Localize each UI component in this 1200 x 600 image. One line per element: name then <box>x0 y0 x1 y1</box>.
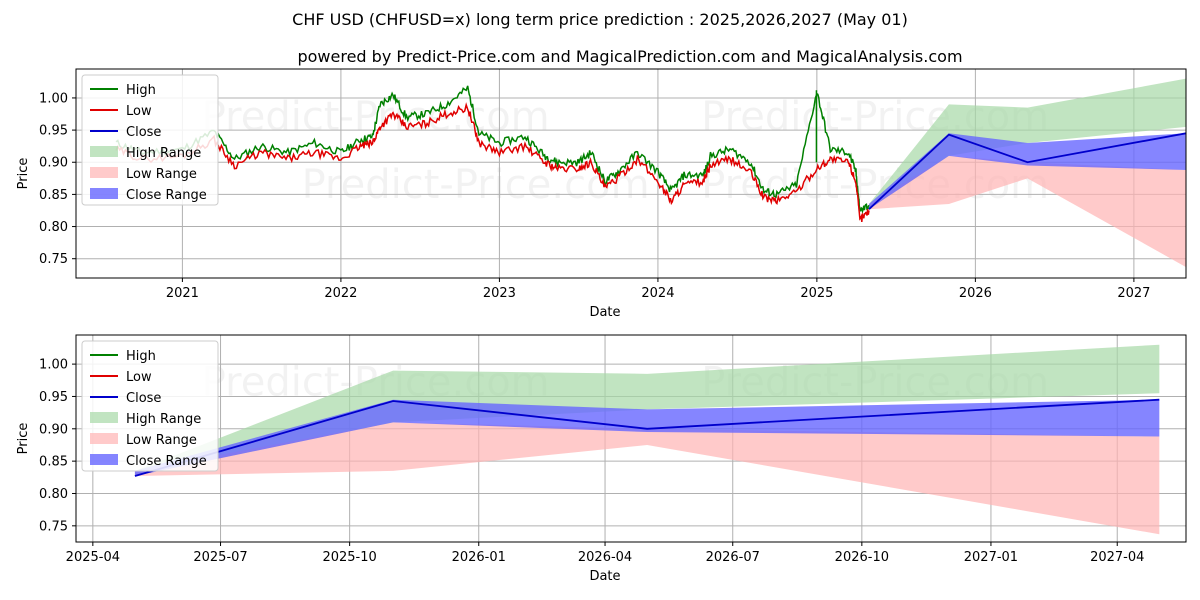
plot-area <box>115 78 1186 268</box>
legend-label: Close <box>126 125 161 140</box>
y-tick-label: 0.75 <box>39 519 68 534</box>
watermark-text: Predict-Price.com <box>202 94 550 140</box>
x-tick-label: 2025 <box>800 286 833 301</box>
axes-frame <box>75 68 1187 279</box>
y-tick-label: 1.00 <box>39 91 68 106</box>
bottom-panel: Predict-Price.comPredict-Price.com2025-0… <box>16 334 1187 584</box>
legend-swatch <box>90 146 118 157</box>
x-tick-label: 2025-07 <box>193 550 247 565</box>
legend-label: Low <box>126 370 152 385</box>
y-tick-label: 0.75 <box>39 252 68 267</box>
high-range-band <box>134 344 1160 477</box>
x-tick-label: 2027-04 <box>1090 550 1144 565</box>
y-tick-label: 0.90 <box>39 422 68 437</box>
plot-area <box>134 344 1160 535</box>
x-tick-label: 2025-04 <box>66 550 120 565</box>
x-tick-label: 2021 <box>166 286 199 301</box>
close-line <box>868 132 1186 210</box>
legend-label: Low Range <box>126 167 197 182</box>
y-tick-label: 0.90 <box>39 156 68 171</box>
legend-swatch <box>90 433 118 444</box>
close-range-band <box>868 133 1186 210</box>
axes-frame <box>75 334 1187 543</box>
y-axis-label: Price <box>16 423 31 455</box>
x-tick-label: 2026-01 <box>452 550 506 565</box>
x-tick-label: 2026-04 <box>578 550 632 565</box>
legend-label: Close Range <box>126 188 207 203</box>
x-axis-label: Date <box>589 305 620 320</box>
legend-label: High Range <box>126 412 201 427</box>
legend-label: Low <box>126 104 152 119</box>
y-tick-label: 0.80 <box>39 220 68 235</box>
watermark-text: Predict-Price.com <box>302 162 650 208</box>
legend-label: Low Range <box>126 433 197 448</box>
high-line <box>115 85 870 215</box>
close-line <box>134 398 1160 477</box>
x-tick-label: 2027-01 <box>964 550 1018 565</box>
chart-subtitle: powered by Predict-Price.com and Magical… <box>297 47 962 66</box>
legend: High Low Close High Range Low Range Close Ran… <box>81 74 219 206</box>
x-tick-label: 2026 <box>959 286 992 301</box>
close-range-band <box>134 399 1160 477</box>
y-axis-label: Price <box>16 158 31 190</box>
y-tick-label: 0.85 <box>39 455 68 470</box>
top-panel: Predict-Price.com Predict-Price.comPredic… <box>16 68 1187 320</box>
y-tick-label: 0.95 <box>39 390 68 405</box>
y-tick-label: 0.80 <box>39 487 68 502</box>
x-tick-label: 2024 <box>641 286 674 301</box>
high-range-band <box>868 78 1186 210</box>
legend-label: Close <box>126 391 161 406</box>
x-tick-label: 2023 <box>483 286 516 301</box>
x-tick-label: 2022 <box>324 286 357 301</box>
legend: High Low Close High Range Low Range Close Ran… <box>81 340 219 472</box>
x-tick-label: 2027 <box>1117 286 1150 301</box>
x-tick-label: 2026-07 <box>706 550 760 565</box>
x-tick-label: 2026-10 <box>835 550 889 565</box>
chart-title: CHF USD (CHFUSD=x) long term price predi… <box>292 10 908 29</box>
legend-label: High Range <box>126 146 201 161</box>
x-tick-label: 2025-10 <box>322 550 376 565</box>
y-tick-label: 0.85 <box>39 188 68 203</box>
legend-label: Close Range <box>126 454 207 469</box>
legend-swatch <box>90 188 118 199</box>
low-line <box>115 102 870 222</box>
legend-label: High <box>126 349 156 364</box>
low-range-band <box>134 422 1160 535</box>
y-tick-label: 1.00 <box>39 358 68 373</box>
legend-swatch <box>90 454 118 465</box>
y-tick-label: 0.95 <box>39 124 68 139</box>
low-range-band <box>868 155 1186 268</box>
legend-label: High <box>126 83 156 98</box>
legend-swatch <box>90 167 118 178</box>
x-axis-label: Date <box>589 569 620 584</box>
legend-swatch <box>90 412 118 423</box>
